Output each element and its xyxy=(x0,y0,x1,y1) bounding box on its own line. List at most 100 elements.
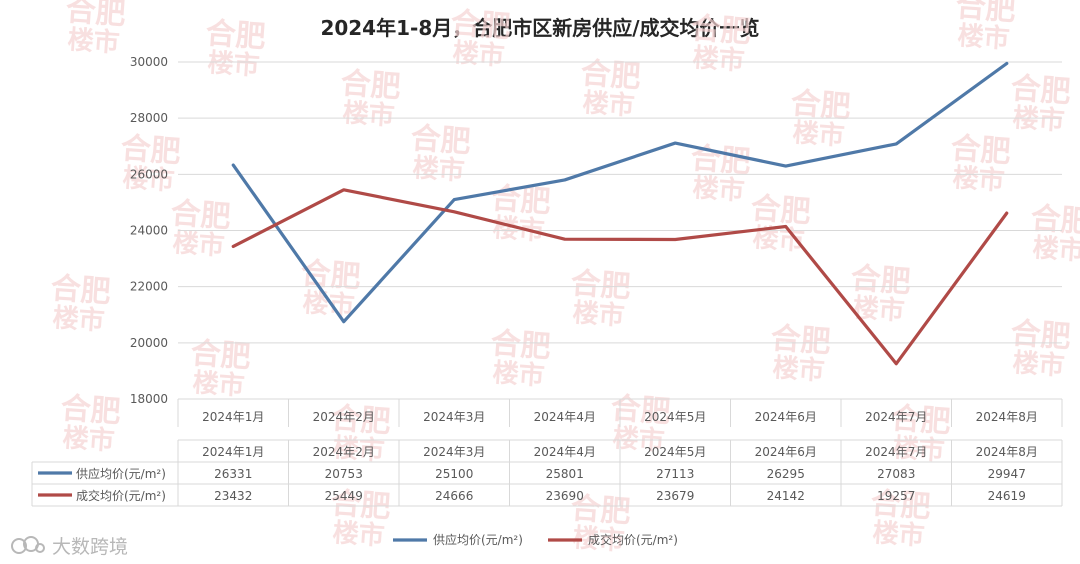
watermark-text: 楼市 xyxy=(192,367,246,402)
table-header-cell: 2024年2月 xyxy=(313,445,375,459)
watermark-text: 合肥 xyxy=(340,66,402,105)
table-value-cell: 24142 xyxy=(767,489,805,503)
watermark-text: 楼市 xyxy=(957,20,1011,55)
y-tick-label: 24000 xyxy=(130,224,168,238)
legend-label-2: 成交均价(元/m²) xyxy=(588,532,678,547)
watermark-text: 楼市 xyxy=(172,227,226,262)
watermark-text: 合肥 xyxy=(120,131,182,170)
table-header-cell: 2024年8月 xyxy=(976,445,1038,459)
watermark-text: 楼市 xyxy=(692,172,746,207)
watermark-text: 合肥 xyxy=(330,401,392,440)
x-tick-label: 2024年4月 xyxy=(534,410,596,424)
table-value-cell: 24619 xyxy=(988,489,1026,503)
watermark-text: 楼市 xyxy=(852,292,906,327)
watermark-text: 楼市 xyxy=(332,517,386,552)
table-header-cell: 2024年7月 xyxy=(865,445,927,459)
table-value-cell: 25801 xyxy=(546,467,584,481)
watermark-text: 合肥 xyxy=(50,271,112,310)
series-lines xyxy=(231,61,1009,366)
watermark-text: 楼市 xyxy=(342,97,396,132)
watermark-text: 合肥 xyxy=(890,401,952,440)
watermark-text: 楼市 xyxy=(67,24,121,59)
y-tick-label: 26000 xyxy=(130,167,168,181)
watermark-text: 合肥 xyxy=(60,391,122,430)
watermark-text: 合肥 xyxy=(770,321,832,360)
watermark-text: 楼市 xyxy=(1012,347,1066,382)
table-header-cell: 2024年4月 xyxy=(534,445,596,459)
watermark-text: 楼市 xyxy=(892,432,946,467)
watermark-text: 楼市 xyxy=(572,297,626,332)
table-value-cell: 29947 xyxy=(988,467,1026,481)
x-tick-label: 2024年6月 xyxy=(755,410,817,424)
table-value-cell: 27083 xyxy=(877,467,915,481)
y-tick-label: 22000 xyxy=(130,280,168,294)
source-credit-text: 大数跨境 xyxy=(52,536,129,558)
watermark-text: 楼市 xyxy=(582,87,636,122)
series-line-2 xyxy=(231,188,1009,366)
watermark-text: 合肥 xyxy=(950,131,1012,170)
data-table: 2024年1月 2024年2月 2024年3月 2024年4月 2024年5月 2024年… xyxy=(31,439,1063,507)
chart-title: 2024年1-8月，合肥市区新房供应/成交均价一览 xyxy=(320,16,760,40)
watermark-text: 合肥 xyxy=(490,326,552,365)
watermark-text: 楼市 xyxy=(1032,232,1080,267)
table-value-cell: 24666 xyxy=(435,489,473,503)
watermark-text: 合肥 xyxy=(570,491,632,530)
watermark-text: 合肥 xyxy=(1010,71,1072,110)
legend: 供应均价(元/m²) 成交均价(元/m²) xyxy=(393,532,678,547)
x-axis-tick-labels: 2024年1月 2024年2月 2024年3月 2024年4月 2024年5月 2024年… xyxy=(177,399,1063,427)
watermark-text: 楼市 xyxy=(207,47,261,82)
table-header-cell: 2024年5月 xyxy=(644,445,706,459)
y-tick-label: 28000 xyxy=(130,111,168,125)
watermark-text: 楼市 xyxy=(332,432,386,467)
watermark-text: 楼市 xyxy=(452,37,506,72)
watermark-text: 合肥 xyxy=(750,191,812,230)
watermark-text: 合肥 xyxy=(170,196,232,235)
watermark-text: 合肥 xyxy=(850,261,912,300)
y-tick-label: 20000 xyxy=(130,336,168,350)
watermark-text: 合肥 xyxy=(955,0,1017,28)
watermark-text: 合肥 xyxy=(205,16,267,55)
table-value-cell: 26295 xyxy=(767,467,805,481)
table-header-cell: 2024年1月 xyxy=(202,445,264,459)
watermark-text: 楼市 xyxy=(872,517,926,552)
watermark-text: 合肥 xyxy=(450,6,512,45)
watermark-text: 楼市 xyxy=(122,162,176,197)
watermark-text: 楼市 xyxy=(302,287,356,322)
table-value-cell: 19257 xyxy=(877,489,915,503)
x-tick-label: 2024年7月 xyxy=(865,410,927,424)
watermark-text: 楼市 xyxy=(412,152,466,187)
watermark-text: 合肥 xyxy=(1010,316,1072,355)
watermark-text: 楼市 xyxy=(772,352,826,387)
table-value-cell: 26331 xyxy=(214,467,252,481)
watermark-text: 楼市 xyxy=(62,422,116,457)
source-logo-icon xyxy=(11,535,45,554)
watermark-text: 楼市 xyxy=(492,357,546,392)
table-row-label: 成交均价(元/m²) xyxy=(76,488,166,503)
watermark-text: 楼市 xyxy=(792,117,846,152)
watermark-text: 楼市 xyxy=(492,212,546,247)
watermark-text: 合肥 xyxy=(410,121,472,160)
watermark-text: 楼市 xyxy=(52,302,106,337)
x-tick-label: 2024年3月 xyxy=(423,410,485,424)
y-axis-tick-labels: 18000 20000 22000 24000 26000 28000 30000 xyxy=(130,55,168,406)
